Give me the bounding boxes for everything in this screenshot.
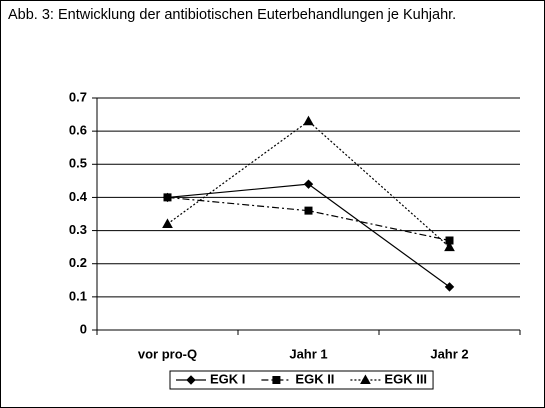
marker <box>360 374 371 384</box>
series-line <box>167 183 450 288</box>
x-tick-label: Jahr 2 <box>430 346 468 361</box>
legend-label: EGK I <box>210 371 245 386</box>
y-tick-label: 0.4 <box>69 189 88 204</box>
series-line <box>167 196 450 242</box>
chart-title: Abb. 3: Entwicklung der antibiotischen E… <box>8 7 457 23</box>
x-tick-label: Jahr 1 <box>289 346 327 361</box>
y-tick-label: 0.1 <box>69 288 87 303</box>
marker <box>186 375 196 385</box>
legend: EGK I EGK II EGK III <box>169 370 434 390</box>
y-tick-label: 0.2 <box>69 255 87 270</box>
marker <box>444 282 455 292</box>
marker <box>303 115 314 126</box>
marker <box>445 236 454 245</box>
marker <box>162 218 173 228</box>
marker <box>163 193 172 202</box>
y-tick-label: 0.6 <box>69 123 87 138</box>
y-tick-label: 0.5 <box>69 156 87 171</box>
marker <box>272 376 281 384</box>
y-tick-label: 0.3 <box>69 222 87 237</box>
marker <box>304 206 313 215</box>
legend-box <box>169 370 434 390</box>
marker <box>444 241 455 252</box>
series-line <box>167 120 450 248</box>
legend-label: EGK II <box>295 371 334 386</box>
marker <box>303 179 314 189</box>
y-tick-label: 0 <box>80 321 87 336</box>
y-tick-label: 0.7 <box>69 89 87 104</box>
legend-label: EGK III <box>384 371 427 386</box>
x-tick-label: vor pro-Q <box>138 346 197 361</box>
